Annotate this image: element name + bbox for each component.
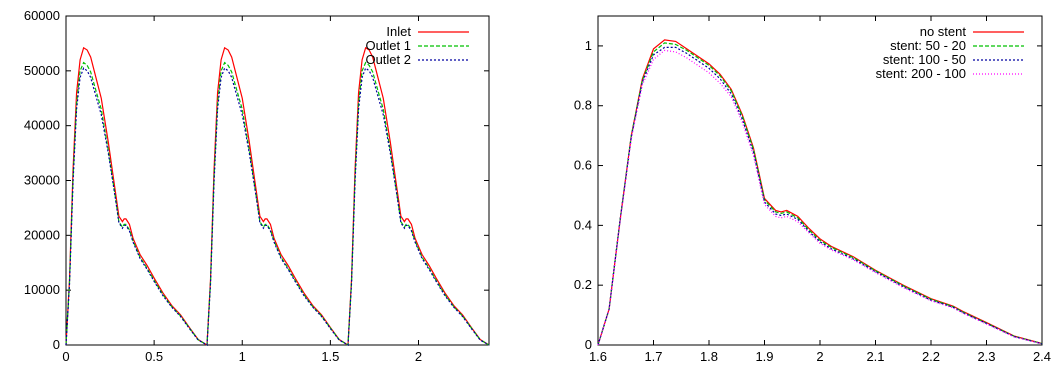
x-tick-label: 1 [239, 349, 246, 364]
y-tick-label: 40000 [24, 118, 60, 133]
x-tick-label: 1.6 [589, 349, 607, 364]
y-tick-label: 0 [53, 337, 60, 352]
legend-label: no stent [920, 24, 967, 39]
series-line-3 [65, 67, 490, 346]
x-tick-label: 2.1 [866, 349, 884, 364]
chart-panel-1: 0 0.5 1 1.5 2 0 10000 20000 30000 40000 50000 60000… [24, 8, 490, 364]
x-tick-label: 1.9 [755, 349, 773, 364]
y-tick-label: 0 [585, 337, 592, 352]
x-tick-label: 2.4 [1033, 349, 1051, 364]
x-tick-label: 0.5 [145, 349, 163, 364]
plot-frame [597, 15, 1043, 346]
series-line-1 [597, 39, 1043, 346]
legend-label: stent: 50 - 20 [890, 38, 966, 53]
y-tick-label: 10000 [24, 282, 60, 297]
series-line-2 [65, 61, 490, 347]
x-tick-label: 2 [415, 349, 422, 364]
legend-label: Inlet [386, 24, 411, 39]
x-tick-label: 1.8 [700, 349, 718, 364]
y-tick-label: 20000 [24, 227, 60, 242]
legend-label: Outlet 1 [365, 38, 411, 53]
series-line-2 [597, 42, 1043, 346]
y-tick-label: 1 [585, 38, 592, 53]
plot-frame [65, 15, 490, 346]
x-tick-label: 0 [62, 349, 69, 364]
y-tick-label: 50000 [24, 63, 60, 78]
x-tick-label: 1.5 [321, 349, 339, 364]
chart-panel-2: 1.6 1.7 1.8 1.9 2 2.1 2.2 2.3 2.4 0 0.2 0.4 0.6 0.8 1 n… [574, 15, 1051, 364]
x-tick-label: 1.7 [644, 349, 662, 364]
y-tick-label: 0.4 [574, 217, 592, 232]
series-line-3 [597, 46, 1043, 346]
y-tick-label: 0.8 [574, 98, 592, 113]
series-line-1 [65, 46, 490, 347]
legend-label: stent: 200 - 100 [876, 66, 966, 81]
y-tick-label: 30000 [24, 173, 60, 188]
y-tick-label: 0.6 [574, 158, 592, 173]
x-tick-label: 2 [816, 349, 823, 364]
x-tick-label: 2.3 [977, 349, 995, 364]
legend-label: stent: 100 - 50 [883, 52, 966, 67]
y-tick-label: 60000 [24, 8, 60, 23]
x-tick-label: 2.2 [922, 349, 940, 364]
legend-label: Outlet 2 [365, 52, 411, 67]
y-tick-label: 0.2 [574, 277, 592, 292]
series-line-4 [597, 49, 1043, 346]
